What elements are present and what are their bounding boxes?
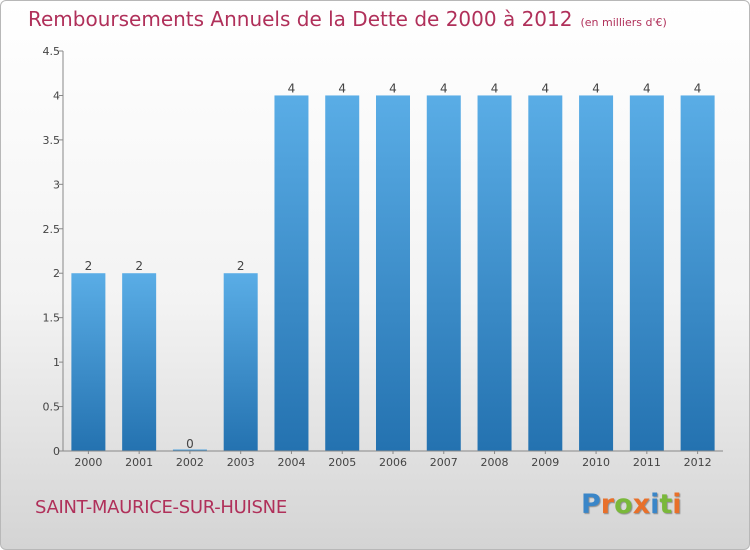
logo-letter: t <box>659 489 673 520</box>
bar-2000 <box>71 273 106 451</box>
bar-2009 <box>528 95 563 451</box>
x-tick-label-2004: 2004 <box>277 456 305 469</box>
data-label-2003: 2 <box>237 259 245 273</box>
x-tick-label-2006: 2006 <box>379 456 407 469</box>
x-tick-label-2008: 2008 <box>481 456 509 469</box>
data-label-2004: 4 <box>288 81 296 95</box>
x-tick-label-2011: 2011 <box>633 456 661 469</box>
logo-letter: P <box>581 489 601 520</box>
proxiti-logo[interactable]: Proxiti <box>581 489 682 520</box>
bars-group: 2 2 0 2 4 4 4 4 4 4 4 4 4 <box>71 81 715 451</box>
y-tick-label-2.5: 2.5 <box>43 223 61 236</box>
logo-letter: x <box>632 489 651 520</box>
logo-letter: i <box>650 489 660 520</box>
x-tick-label-2000: 2000 <box>74 456 102 469</box>
x-tick-label-2005: 2005 <box>328 456 356 469</box>
chart-subtitle: (en milliers d'€) <box>580 16 667 29</box>
logo-letter: i <box>672 489 682 520</box>
data-label-2009: 4 <box>541 81 549 95</box>
data-label-2012: 4 <box>694 81 702 95</box>
y-tick-label-0.5: 0.5 <box>43 401 61 414</box>
y-tick-label-3: 3 <box>53 178 60 191</box>
bar-2012 <box>680 95 715 451</box>
y-tick-label-3.5: 3.5 <box>43 134 61 147</box>
bar-2007 <box>426 95 461 451</box>
bar-2004 <box>274 95 309 451</box>
y-tick-label-1: 1 <box>53 356 60 369</box>
x-tick-label-2009: 2009 <box>531 456 559 469</box>
x-tick-label-2010: 2010 <box>582 456 610 469</box>
x-tick-label-2001: 2001 <box>125 456 153 469</box>
x-tick-label-2012: 2012 <box>684 456 712 469</box>
bar-2002 <box>172 449 207 451</box>
data-label-2007: 4 <box>440 81 448 95</box>
x-tick-label-2002: 2002 <box>176 456 204 469</box>
bar-2008 <box>477 95 512 451</box>
data-label-2000: 2 <box>85 259 93 273</box>
data-label-2001: 2 <box>135 259 143 273</box>
data-label-2010: 4 <box>592 81 600 95</box>
data-label-2011: 4 <box>643 81 651 95</box>
y-tick-label-4: 4 <box>53 89 60 102</box>
data-label-2006: 4 <box>389 81 397 95</box>
bar-2005 <box>325 95 360 451</box>
logo-letter: o <box>614 489 633 520</box>
y-tick-label-4.5: 4.5 <box>43 45 61 58</box>
bar-2010 <box>579 95 614 451</box>
chart-title: Remboursements Annuels de la Dette de 20… <box>28 7 667 31</box>
y-tick-label-2: 2 <box>53 267 60 280</box>
x-tick-label-2003: 2003 <box>227 456 255 469</box>
bar-2006 <box>376 95 410 451</box>
bar-2003 <box>223 273 258 451</box>
y-tick-label-0: 0 <box>53 445 60 458</box>
data-label-2005: 4 <box>338 81 346 95</box>
x-tick-label-2007: 2007 <box>430 456 458 469</box>
city-name: SAINT-MAURICE-SUR-HUISNE <box>35 497 287 518</box>
axes-group: 2000 2001 2002 2003 2004 2005 2006 2007 2008 2009… <box>43 45 723 469</box>
chart-title-text: Remboursements Annuels de la Dette de 20… <box>28 7 573 31</box>
logo-letter: r <box>600 489 615 520</box>
data-label-2008: 4 <box>491 81 499 95</box>
y-tick-label-1.5: 1.5 <box>43 312 61 325</box>
bar-2001 <box>122 273 157 451</box>
data-label-2002: 0 <box>186 437 194 451</box>
bar-2011 <box>629 95 664 451</box>
